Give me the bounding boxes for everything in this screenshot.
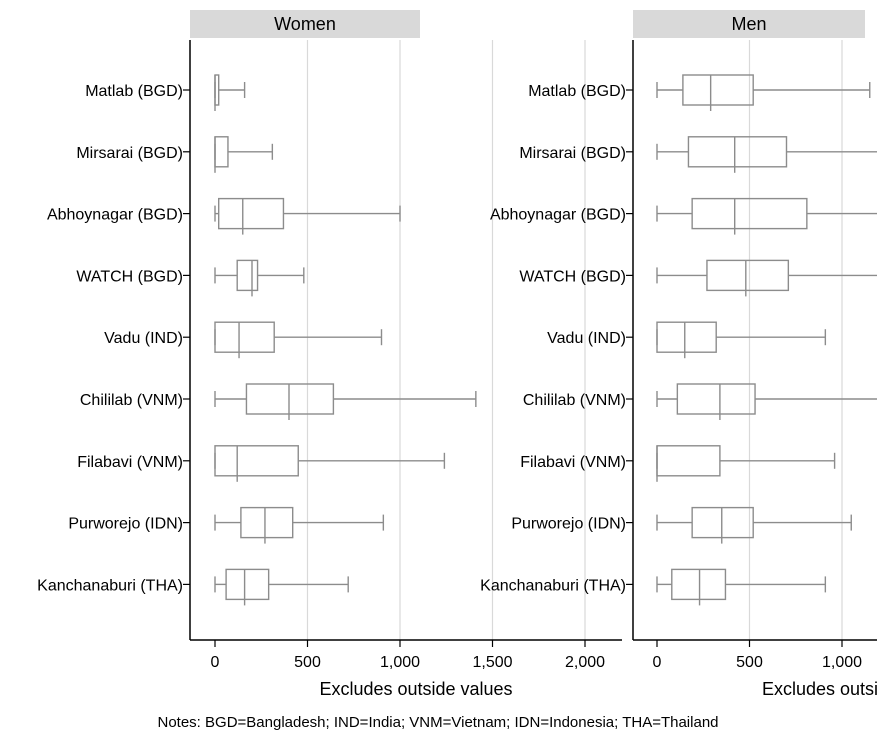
x-tick-label: 0 [211,654,220,671]
x-tick-label: 1,000 [822,654,862,671]
x-tick-label: 500 [736,654,763,671]
panel-header [633,10,865,38]
category-label: Mirsarai (BGD) [76,145,183,162]
category-label: Kanchanaburi (THA) [480,577,626,594]
box [706,259,790,292]
box [236,259,259,292]
category-label: Abhoynagar (BGD) [47,207,183,224]
category-label: Filabavi (VNM) [520,454,626,471]
category-label: Matlab (BGD) [85,83,183,100]
category-label: Purworejo (IDN) [68,516,183,533]
box [214,445,299,477]
x-tick-label: 500 [294,654,321,671]
x-axis-label: Excludes outside values [319,679,512,699]
x-tick-label: 0 [653,654,662,671]
panel-title: Men [731,14,766,34]
box [691,506,754,539]
category-label: Chililab (VNM) [80,392,183,409]
category-label: Filabavi (VNM) [77,454,183,471]
box [687,136,788,168]
category-label: Chililab (VNM) [523,392,626,409]
category-label: WATCH (BGD) [76,268,183,285]
category-label: Mirsarai (BGD) [519,145,626,162]
x-tick-label: 2,000 [565,654,605,671]
category-label: Vadu (IND) [104,330,183,347]
box [656,445,721,477]
box [240,506,294,539]
box [225,568,270,601]
chart-note: Notes: BGD=Bangladesh; IND=India; VNM=Vi… [158,714,719,731]
box [676,383,756,415]
panel-header [190,10,420,38]
category-label: Matlab (BGD) [528,83,626,100]
category-label: WATCH (BGD) [519,268,626,285]
box [214,136,229,168]
box [245,383,335,415]
x-tick-label: 1,500 [472,654,512,671]
box [217,197,285,230]
category-label: Abhoynagar (BGD) [490,207,626,224]
category-label: Kanchanaburi (THA) [37,577,183,594]
panel-title: Women [274,14,336,34]
category-label: Purworejo (IDN) [511,516,626,533]
box [214,321,275,353]
x-axis-label: Excludes outside values [762,679,877,699]
box [671,568,727,601]
box [656,321,717,353]
x-tick-label: 1,000 [380,654,420,671]
category-label: Vadu (IND) [547,330,626,347]
box [682,74,754,106]
